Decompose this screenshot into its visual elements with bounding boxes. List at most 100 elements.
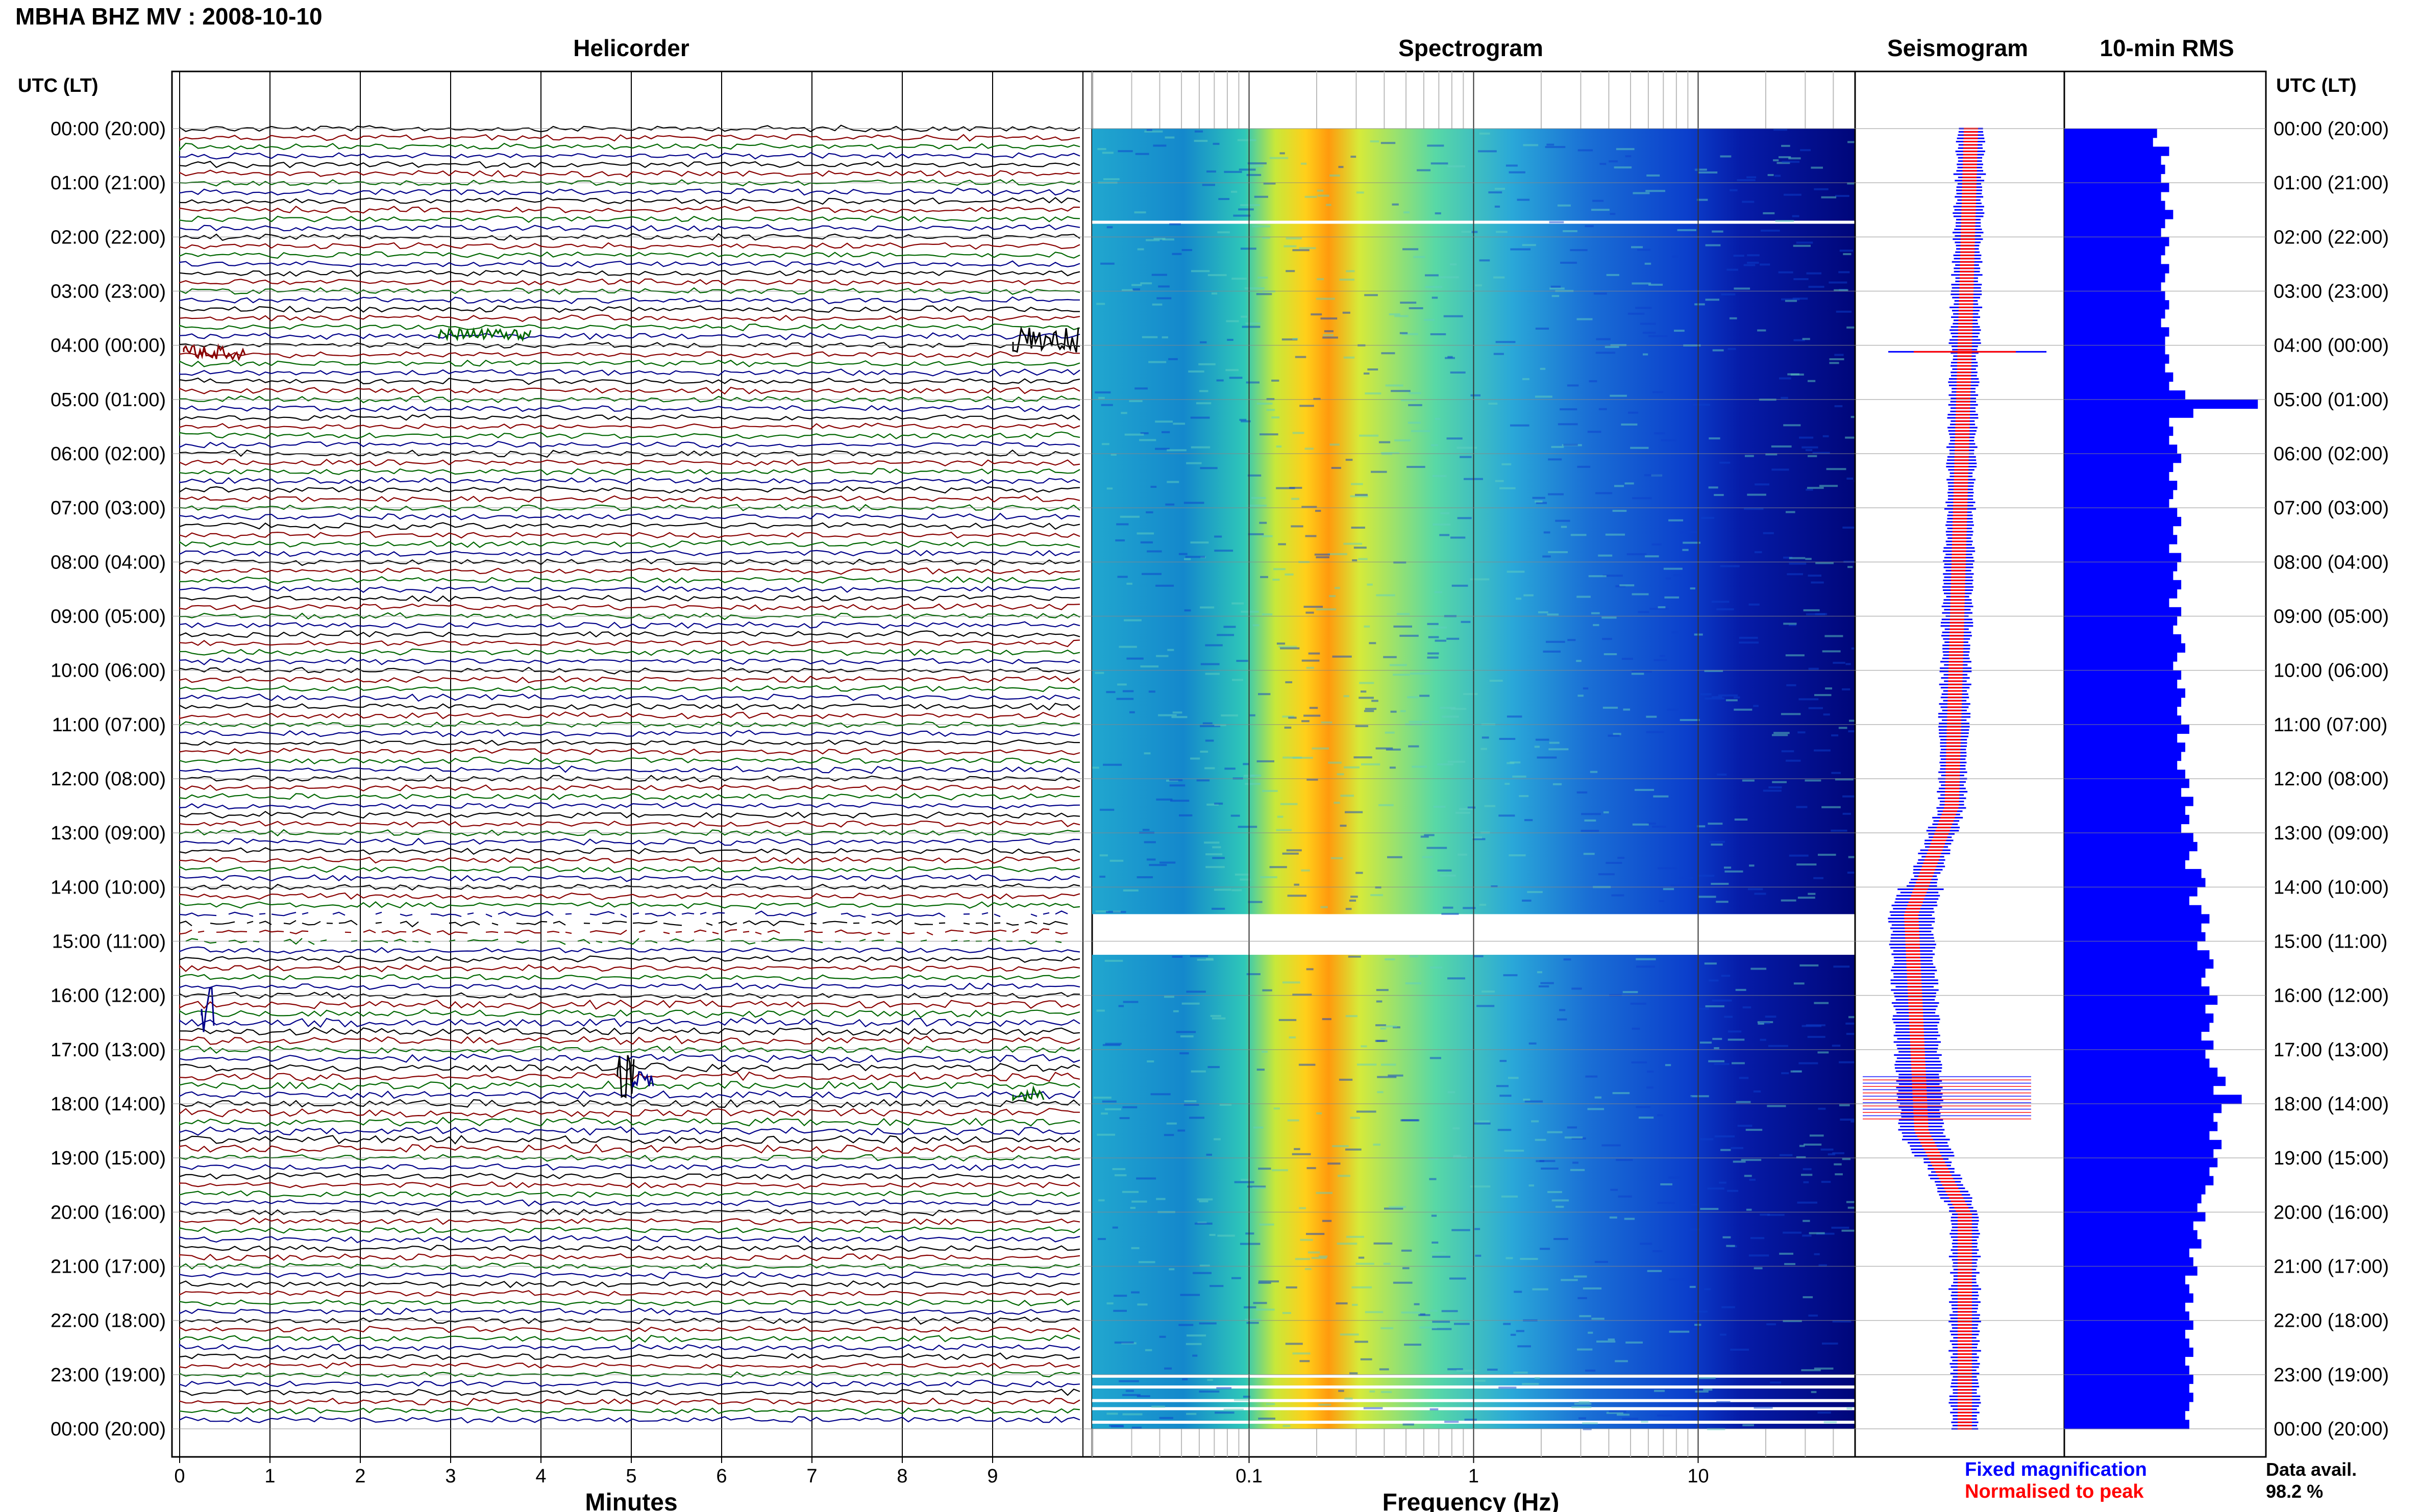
spectrogram-speckle bbox=[1835, 778, 1854, 781]
spectrogram-speckle bbox=[1190, 955, 1208, 957]
spectrogram-speckle bbox=[1280, 647, 1300, 650]
spectrogram-speckle bbox=[1273, 1107, 1280, 1110]
spectrogram-speckle bbox=[1582, 1422, 1598, 1425]
rms-title: 10-min RMS bbox=[2100, 35, 2234, 61]
spectrogram-speckle bbox=[1792, 215, 1799, 217]
spectrogram-speckle bbox=[1595, 352, 1616, 354]
spectrogram-speckle bbox=[1555, 519, 1570, 522]
spectrogram-speckle bbox=[1817, 1411, 1831, 1414]
spectrogram-speckle bbox=[1098, 396, 1105, 399]
spectrogram-speckle bbox=[1246, 173, 1262, 176]
spectrogram-speckle bbox=[1450, 263, 1457, 266]
spectrogram-speckle bbox=[1739, 1077, 1749, 1079]
spectrogram-speckle bbox=[1190, 541, 1209, 544]
spectrogram-speckle bbox=[1689, 1228, 1700, 1231]
spectrogram-speckle bbox=[1744, 1175, 1752, 1177]
spectrogram-speckle bbox=[1441, 1310, 1458, 1312]
rms-bar bbox=[2064, 1275, 2185, 1285]
rms-bar bbox=[2064, 995, 2218, 1005]
spectrogram-speckle bbox=[1295, 1258, 1310, 1260]
spectrogram-speckle bbox=[1238, 208, 1254, 211]
rms-bar bbox=[2064, 1076, 2226, 1086]
spectrogram-speckle bbox=[1497, 1129, 1512, 1131]
spectrogram-speckle bbox=[1618, 1195, 1632, 1198]
spectrogram-speckle bbox=[1110, 454, 1117, 456]
helicorder-trace bbox=[179, 413, 1080, 421]
spectrogram-speckle bbox=[1103, 178, 1120, 181]
spectrogram-speckle bbox=[1392, 203, 1399, 206]
spectrogram-speckle bbox=[1646, 1086, 1653, 1089]
rms-bar bbox=[2064, 1112, 2214, 1122]
spectrogram-speckle bbox=[1144, 752, 1151, 755]
spectrogram-speckle bbox=[1191, 270, 1210, 272]
spectrogram-speckle bbox=[1841, 1229, 1855, 1232]
spectrogram-speckle bbox=[1306, 1167, 1316, 1170]
rms-bar bbox=[2064, 129, 2157, 138]
spectrogram-speckle bbox=[1754, 551, 1762, 554]
spectrogram-speckle bbox=[1322, 1220, 1332, 1222]
spectrogram-speckle bbox=[1588, 575, 1607, 578]
spectrogram-speckle bbox=[1636, 958, 1656, 960]
helicorder-trace bbox=[179, 1343, 1080, 1352]
helicorder-trace bbox=[179, 657, 1080, 665]
rms-bar bbox=[2064, 156, 2161, 165]
spectrogram-speckle bbox=[1567, 639, 1576, 641]
helicorder-trace bbox=[179, 377, 1080, 385]
spectrogram-speckle bbox=[1316, 298, 1335, 300]
spectrogram-speckle bbox=[1430, 1309, 1438, 1312]
rms-bar bbox=[2064, 670, 2182, 680]
spectrogram-speckle bbox=[1806, 272, 1822, 275]
helicorder-trace bbox=[179, 1199, 1080, 1207]
spectrogram-speckle bbox=[1450, 371, 1466, 374]
spectrogram-speckle bbox=[1439, 534, 1450, 536]
time-label-right: 12:00 (08:00) bbox=[2274, 769, 2389, 790]
spectrogram-speckle bbox=[1826, 468, 1846, 470]
rms-bar bbox=[2064, 1293, 2193, 1303]
rms-bar bbox=[2064, 553, 2182, 562]
rms-bar bbox=[2064, 273, 2165, 283]
spectrogram-speckle bbox=[1453, 1156, 1467, 1158]
spectrogram-speckle bbox=[1817, 1051, 1829, 1054]
rms-bar bbox=[2064, 941, 2198, 951]
spectrogram-speckle bbox=[1155, 584, 1174, 587]
spectrogram-speckle bbox=[1291, 525, 1303, 528]
spectrogram-speckle bbox=[1126, 582, 1132, 585]
rms-bar bbox=[2064, 625, 2174, 635]
spectrogram-speckle bbox=[1808, 1315, 1818, 1317]
spectrogram-speckle bbox=[1547, 1191, 1562, 1193]
spectrogram-speckle bbox=[1119, 1117, 1130, 1120]
spectrogram-speckle bbox=[1501, 463, 1512, 465]
spectrogram-speckle bbox=[1672, 255, 1679, 258]
spectrogram-speckle bbox=[1546, 640, 1565, 643]
spectrogram-speckle bbox=[1632, 282, 1651, 285]
spectrogram-speckle bbox=[1832, 1045, 1841, 1047]
spectrogram-speckle bbox=[1763, 532, 1774, 534]
spectrogram-speckle bbox=[1206, 958, 1214, 960]
helicorder-trace bbox=[179, 1090, 1080, 1100]
spectrogram-speckle bbox=[1635, 307, 1652, 309]
helicorder-trace bbox=[179, 1026, 1080, 1036]
spectrogram-speckle bbox=[1606, 1411, 1623, 1414]
rms-bar bbox=[2064, 173, 2161, 183]
spectrogram-speckle bbox=[1239, 168, 1256, 171]
helicorder-trace bbox=[179, 540, 1080, 548]
spectrogram-speckle bbox=[1735, 988, 1746, 991]
spectrogram-speckle bbox=[1402, 248, 1419, 251]
spectrogram-speckle bbox=[1442, 715, 1459, 718]
spectrogram-speckle bbox=[1305, 611, 1314, 614]
rms-bar bbox=[2064, 210, 2174, 219]
spectrogram-speckle bbox=[1760, 263, 1770, 266]
time-label-right: 13:00 (09:00) bbox=[2274, 823, 2389, 844]
spectrogram-speckle bbox=[1641, 1421, 1648, 1423]
spectrogram-speckle bbox=[1697, 171, 1718, 173]
rms-bar bbox=[2064, 1013, 2214, 1023]
spectrogram-speckle bbox=[1380, 1327, 1394, 1329]
rms-bar bbox=[2064, 589, 2178, 599]
helicorder-trace bbox=[179, 711, 1080, 720]
time-label-right: 02:00 (22:00) bbox=[2274, 227, 2389, 248]
spectrogram-speckle bbox=[1122, 289, 1133, 291]
helicorder-trace bbox=[179, 269, 1080, 277]
spectrogram-speckle bbox=[1252, 225, 1271, 228]
spectrogram-speckle bbox=[1137, 1395, 1150, 1398]
spectrogram-speckle bbox=[1613, 733, 1621, 735]
